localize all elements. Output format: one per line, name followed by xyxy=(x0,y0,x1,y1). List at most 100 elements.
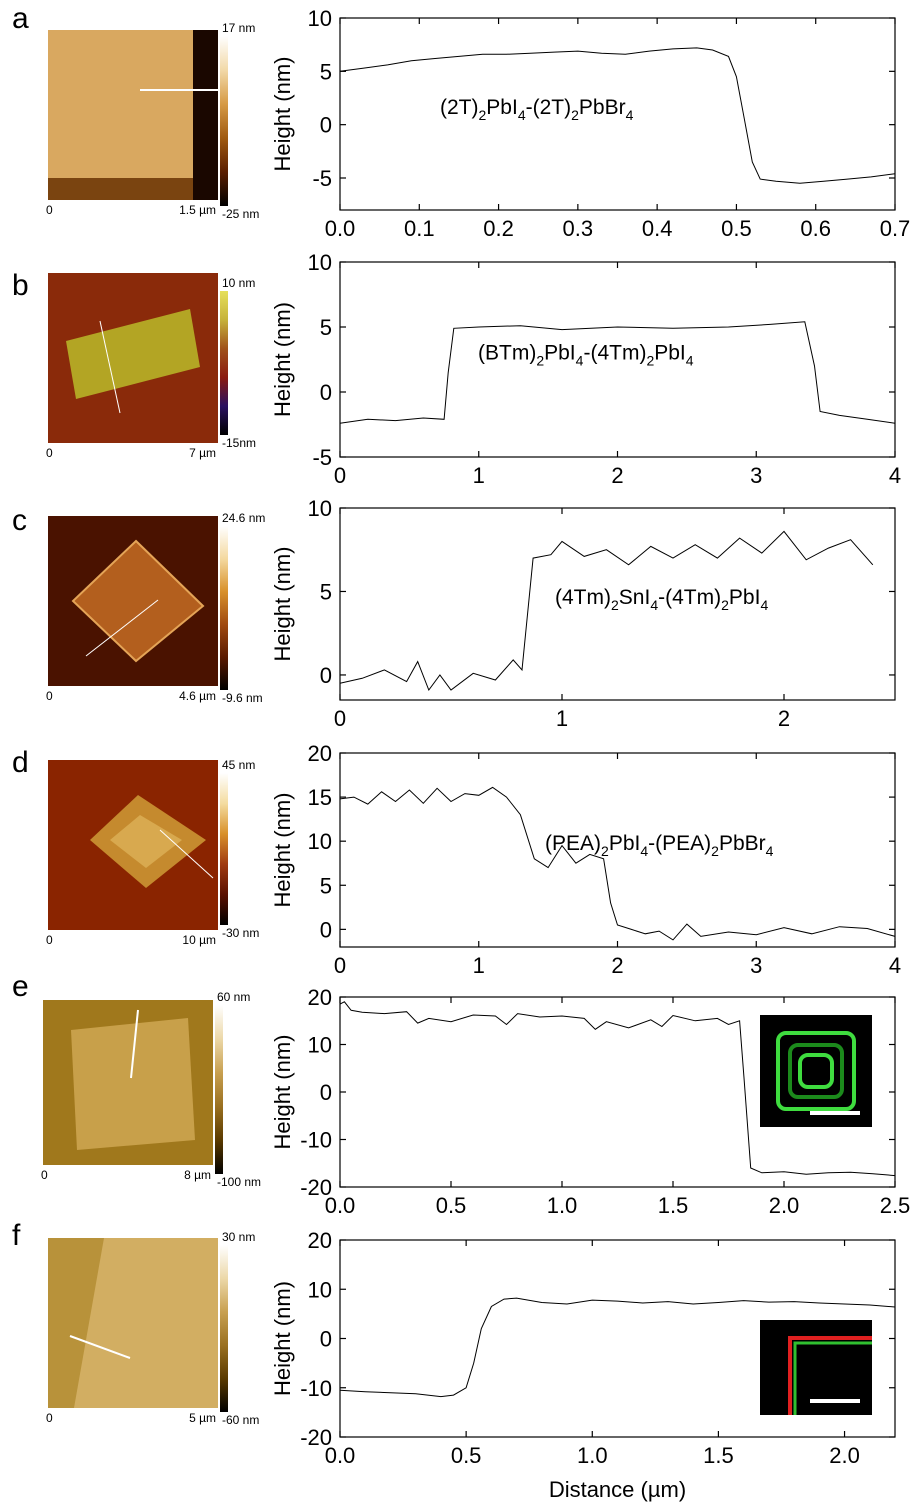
panel-letter: f xyxy=(12,1219,21,1252)
y-axis-title: Height (nm) xyxy=(270,547,295,662)
x-tick-label: 2.0 xyxy=(769,1193,800,1218)
panel-d: d 45 nm -30 nm 0 10 µm xyxy=(12,746,259,947)
colorbar xyxy=(220,291,228,435)
afm-edge-region xyxy=(193,30,218,200)
colorbar-max-label: 30 nm xyxy=(222,1230,255,1244)
afm-flake xyxy=(66,309,200,399)
colorbar xyxy=(220,526,228,690)
compound-annotation: (2T)2PbI4-(2T)2PbBr4 xyxy=(440,96,634,123)
height-profile-line xyxy=(339,1001,896,1177)
x-tick-label: 0 xyxy=(334,463,346,488)
scalebar-end-label: 4.6 µm xyxy=(179,689,216,703)
scalebar-start-label: 0 xyxy=(41,1168,48,1182)
height-profile-line xyxy=(339,530,874,692)
y-tick-label: 5 xyxy=(320,579,332,604)
scalebar-end-label: 8 µm xyxy=(184,1168,211,1182)
x-tick-label: 4 xyxy=(889,953,901,978)
x-tick-label: 0.5 xyxy=(451,1443,482,1468)
y-tick-label: 5 xyxy=(320,59,332,84)
x-tick-label: 0.5 xyxy=(436,1193,467,1218)
scalebar-start-label: 0 xyxy=(46,203,53,217)
height-profile-line xyxy=(339,47,896,184)
scalebar-start-label: 0 xyxy=(46,1411,53,1425)
afm-flake xyxy=(74,1238,218,1408)
chart-c: 0 1 2 0 5 10 Height (nm) (4Tm)2SnI4-(4Tm)2PbI4 xyxy=(270,496,896,731)
afm-linecut xyxy=(159,829,214,879)
scalebar-start-label: 0 xyxy=(46,446,53,460)
y-tick-label: 10 xyxy=(308,250,332,275)
afm-flake xyxy=(48,30,193,178)
x-tick-label: 0.1 xyxy=(404,216,435,241)
x-tick-label: 1.5 xyxy=(658,1193,689,1218)
y-axis-title: Height (nm) xyxy=(270,793,295,908)
y-tick-label: 0 xyxy=(320,113,332,138)
x-tick-label: 0.4 xyxy=(642,216,673,241)
fluorescence-inset xyxy=(760,1015,872,1127)
x-axis-title: Distance (µm) xyxy=(549,1477,686,1502)
x-tick-label: 0.0 xyxy=(325,1443,356,1468)
inset-ring xyxy=(776,1031,856,1111)
x-tick-label: 1.0 xyxy=(547,1193,578,1218)
afm-flake xyxy=(71,539,205,663)
y-tick-label: 10 xyxy=(308,1033,332,1058)
x-tick-label: 0.0 xyxy=(325,216,356,241)
scalebar-end-label: 5 µm xyxy=(189,1411,216,1425)
height-profile-line xyxy=(339,321,896,424)
x-tick-label: 0.3 xyxy=(563,216,594,241)
y-tick-label: -20 xyxy=(300,1425,332,1450)
y-tick-label: 20 xyxy=(308,985,332,1010)
inset-ring xyxy=(788,1043,844,1099)
x-tick-label: 0.0 xyxy=(325,1193,356,1218)
x-tick-label: 0.2 xyxy=(483,216,514,241)
colorbar-max-label: 17 nm xyxy=(222,21,255,35)
compound-annotation: (PEA)2PbI4-(PEA)2PbBr4 xyxy=(545,832,774,859)
y-tick-label: 20 xyxy=(308,741,332,766)
colorbar-min-label: -100 nm xyxy=(217,1175,261,1189)
colorbar xyxy=(220,773,228,925)
x-tick-label: 2.5 xyxy=(880,1193,911,1218)
y-tick-label: 10 xyxy=(308,6,332,31)
colorbar xyxy=(220,1245,228,1412)
y-tick-label: 0 xyxy=(320,1080,332,1105)
x-tick-label: 1 xyxy=(473,953,485,978)
inset-edge-red xyxy=(788,1336,872,1415)
colorbar-min-label: -30 nm xyxy=(222,926,259,940)
y-tick-label: 0 xyxy=(320,663,332,688)
y-axis-title: Height (nm) xyxy=(270,1035,295,1150)
plot-frame xyxy=(339,507,896,701)
panel-letter: c xyxy=(12,504,27,537)
panel-c: c 24.6 nm -9.6 nm 0 4.6 µm xyxy=(12,504,265,705)
y-tick-label: 0 xyxy=(320,917,332,942)
y-tick-label: -5 xyxy=(312,166,332,191)
scalebar-start-label: 0 xyxy=(46,933,53,947)
inset-edge-green xyxy=(793,1341,872,1415)
scalebar-end-label: 7 µm xyxy=(189,446,216,460)
y-tick-label: 10 xyxy=(308,829,332,854)
panel-a: a 17 nm -25 nm 0 1.5 µm xyxy=(12,2,259,221)
scalebar-start-label: 0 xyxy=(46,689,53,703)
x-tick-label: 1 xyxy=(473,463,485,488)
x-tick-label: 1.0 xyxy=(577,1443,608,1468)
colorbar-min-label: -60 nm xyxy=(222,1413,259,1427)
colorbar-max-label: 60 nm xyxy=(217,990,250,1004)
x-tick-label: 4 xyxy=(889,463,901,488)
panel-letter: a xyxy=(12,2,29,35)
x-tick-label: 1.5 xyxy=(703,1443,734,1468)
x-tick-label: 0 xyxy=(334,706,346,731)
y-axis-title: Height (nm) xyxy=(270,302,295,417)
colorbar-max-label: 10 nm xyxy=(222,276,255,290)
chart-e: 0.0 0.5 1.0 1.5 2.0 2.5 -20 -10 0 10 20 Height (nm) xyxy=(270,985,910,1218)
colorbar-min-label: -25 nm xyxy=(222,207,259,221)
x-tick-label: 3 xyxy=(750,463,762,488)
y-axis-title: Height (nm) xyxy=(270,1281,295,1396)
colorbar-min-label: -15nm xyxy=(222,436,256,450)
y-tick-label: -10 xyxy=(300,1376,332,1401)
height-profile-line xyxy=(339,1297,896,1398)
y-tick-label: 0 xyxy=(320,380,332,405)
y-tick-label: 10 xyxy=(308,1277,332,1302)
y-tick-label: -20 xyxy=(300,1175,332,1200)
fluorescence-inset xyxy=(760,1320,872,1415)
inset-ring xyxy=(798,1053,834,1089)
chart-f: 0.0 0.5 1.0 1.5 2.0 -20 -10 0 10 20 Height (nm) Dis… xyxy=(270,1228,896,1502)
